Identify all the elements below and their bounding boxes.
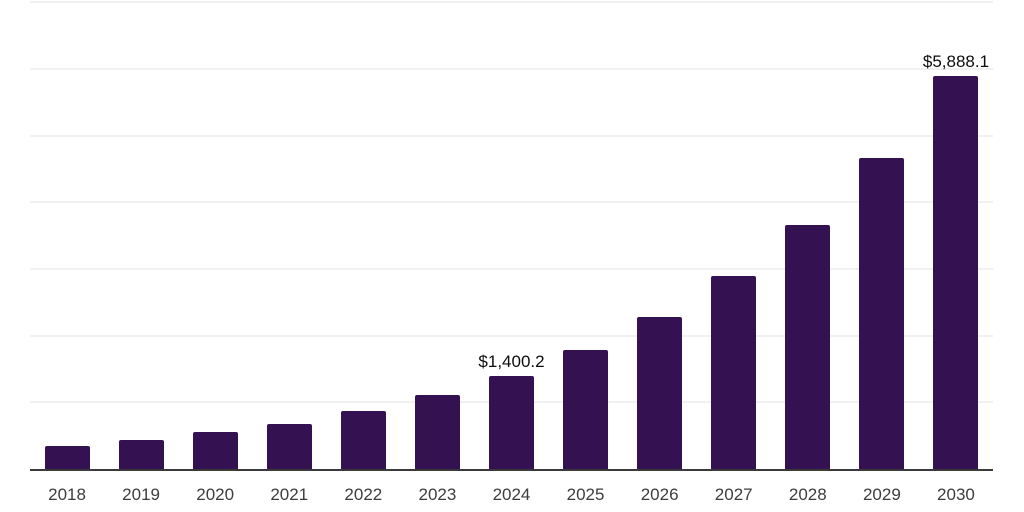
bar-2028 xyxy=(785,224,831,469)
bar-2020 xyxy=(192,432,238,469)
gridline xyxy=(30,1,993,4)
x-tick-label-2027: 2027 xyxy=(714,485,753,504)
bar-2029 xyxy=(859,157,905,469)
x-tick-label-2024: 2024 xyxy=(492,485,531,504)
value-label-2024: $1,400.2 xyxy=(478,351,545,371)
bar-2026 xyxy=(637,316,683,469)
bar-2021 xyxy=(266,423,312,469)
x-tick-label-2029: 2029 xyxy=(862,485,901,504)
gridline xyxy=(30,267,993,270)
bar-2023 xyxy=(414,394,460,469)
gridline xyxy=(30,201,993,204)
x-tick-label-2026: 2026 xyxy=(640,485,679,504)
bar-2018 xyxy=(44,445,90,469)
x-tick-label-2023: 2023 xyxy=(418,485,457,504)
x-axis-line xyxy=(30,469,993,471)
x-tick-label-2028: 2028 xyxy=(788,485,827,504)
bar-2024 xyxy=(489,375,534,469)
bar-2022 xyxy=(340,411,386,469)
x-tick-label-2030: 2030 xyxy=(937,485,975,504)
bar-2019 xyxy=(118,439,164,469)
value-label-2030: $5,888.1 xyxy=(922,52,990,72)
x-tick-label-2019: 2019 xyxy=(122,485,160,504)
x-tick-label-2020: 2020 xyxy=(196,485,235,504)
x-tick-label-2018: 2018 xyxy=(48,485,86,504)
x-tick-label-2021: 2021 xyxy=(270,485,309,504)
bar-2030 xyxy=(933,76,979,469)
x-tick-label-2022: 2022 xyxy=(344,485,383,504)
gridline xyxy=(30,334,993,337)
bar-2025 xyxy=(563,350,609,469)
x-tick-label-2025: 2025 xyxy=(566,485,605,504)
bar-2027 xyxy=(711,275,757,469)
gridline xyxy=(30,134,993,137)
gridline xyxy=(30,67,993,70)
